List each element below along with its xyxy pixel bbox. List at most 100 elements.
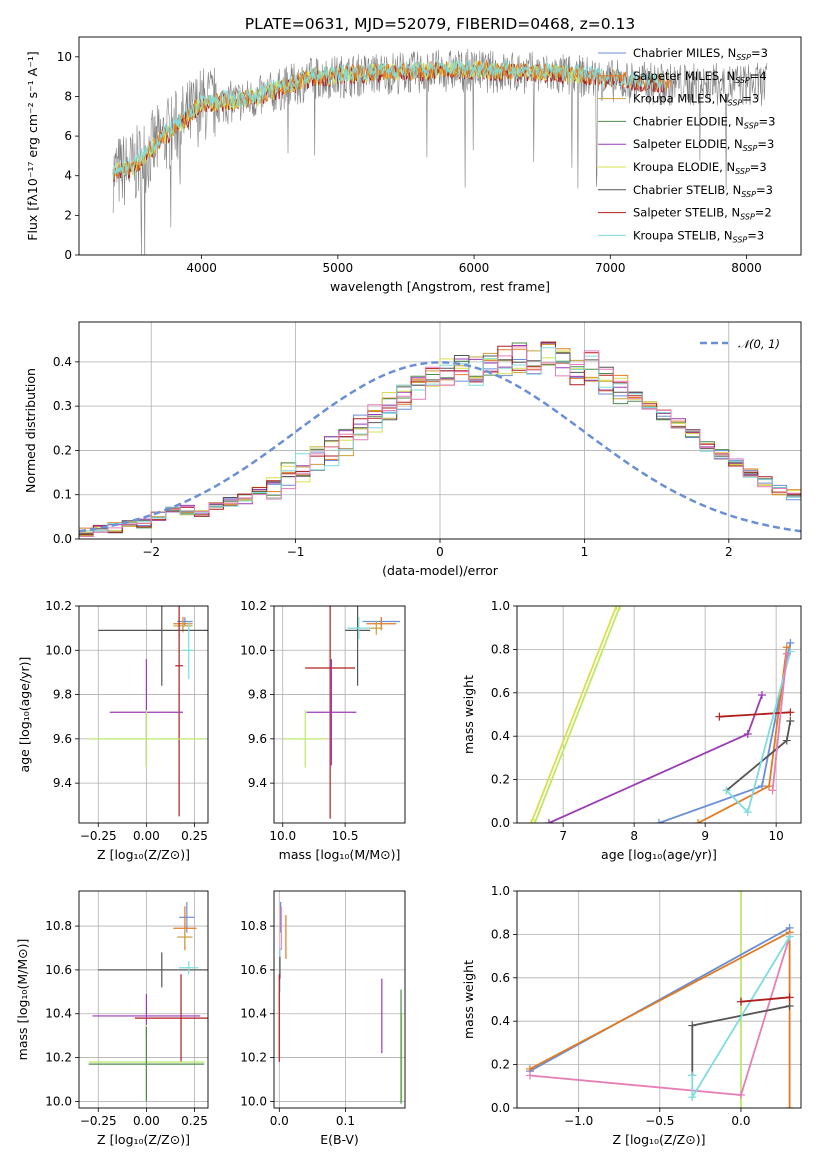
legend-rest: =3 [756,183,773,197]
x-tick-label: 4000 [186,261,217,275]
y-tick-label: 2 [64,208,72,222]
axes-frame [516,605,802,824]
weight-point [694,819,703,823]
axes-frame [78,605,209,824]
frames-layer [75,36,802,1112]
y-tick-label: 8 [64,89,72,103]
weight-point [612,606,621,610]
legend-sub: SSP [741,190,756,199]
weight-point [736,1090,745,1099]
y-tick-label: 10.6 [240,963,267,977]
weight-point [736,891,745,895]
weight-line-salpeter_stelib [719,711,791,718]
weight-point [786,708,795,717]
legend-rest: =3 [751,46,768,60]
legend-entry: Chabrier MILES, NSSP=3 [633,46,768,62]
weight-line-chabrier_miles [529,927,791,1072]
x-tick-label: 5000 [323,261,354,275]
legend-sub: SSP [728,99,743,108]
legend-rest: =2 [755,206,772,220]
weight-line-salpeter_miles [697,647,788,823]
x-tick-label: 7 [559,829,567,843]
weight-line-lime [533,606,621,823]
y-tick-label: 0.6 [491,686,510,700]
weight-point [786,638,795,647]
weight-point [736,997,745,1006]
y-tick-label: 9.6 [53,732,72,746]
weight-point [525,1071,534,1080]
legend-sub: SSP [736,53,751,62]
weight-point [544,819,553,823]
x-tick-label: 0 [436,545,444,559]
weight-point [530,819,539,823]
x-axis-label: age [log₁₀(age/yr)] [601,847,717,862]
axes-frame [78,321,802,540]
errorbars-age_vs_Z [88,606,208,817]
weight-point [688,1071,697,1080]
y-tick-label: 0.2 [491,773,510,787]
weight-point [743,730,752,739]
x-axis-label: wavelength [Angstrom, rest frame] [330,279,550,294]
y-tick-label: 10.0 [45,1094,72,1108]
weight-point [785,932,794,941]
weight-point [688,1093,697,1102]
y-axis-label: mass [log₁₀(M/M⊙)] [15,939,30,1061]
weight-point [715,712,724,721]
weight-line-chabrier_miles [658,642,792,823]
x-tick-label: 10 [769,829,784,843]
weight-line-chabrier_stelib [725,720,792,792]
weight-point [785,1104,794,1108]
y-tick-label: 10.2 [45,1051,72,1065]
lines-weight_vs_Z [525,891,794,1108]
weight-point [655,819,663,823]
x-tick-label: −2 [142,545,160,559]
weight-point [786,717,795,726]
y-tick-label: 9.8 [53,688,72,702]
x-tick-label: 0.00 [133,1114,160,1128]
y-tick-label: 0.4 [53,355,72,369]
y-tick-label: 0 [64,248,72,262]
legend-entry: 𝒩(0, 1) [738,337,780,351]
legend-rest: =3 [759,114,776,128]
x-tick-label: 0.00 [133,829,160,843]
y-tick-label: 0.6 [491,971,510,985]
axes-frame [273,605,406,824]
x-axis-label: Z [log₁₀(Z/Z⊙)] [613,1132,706,1147]
y-tick-label: 0.0 [491,816,510,830]
x-tick-label: −1.0 [564,1114,593,1128]
y-tick-label: 10.0 [240,1094,267,1108]
histogram-step-pink [79,346,801,537]
y-axis-label: mass weight [461,960,476,1039]
y-tick-label: 10.4 [45,1007,72,1021]
weight-point [782,649,791,658]
model-spectrum-kroupa_stelib [112,58,666,179]
legend-rest: =3 [750,160,767,174]
histograms [79,341,801,537]
lines-weight_vs_age [527,606,795,823]
weight-point [615,606,624,610]
y-tick-label: 10.8 [45,919,72,933]
weight-point [757,690,766,699]
legend-entry: Kroupa STELIB, NSSP=3 [633,228,764,244]
weight-point [688,1021,697,1030]
legend-entry: Salpeter MILES, NSSP=4 [633,69,767,85]
legend-sub: SSP [744,121,759,130]
y-tick-label: 0.0 [491,1101,510,1115]
x-tick-label: 2 [725,545,733,559]
legend-rest: =3 [742,92,759,106]
x-tick-label: 7000 [595,261,626,275]
weight-point [722,786,731,795]
y-tick-label: 0.2 [491,1058,510,1072]
x-tick-label: 0.1 [336,1114,355,1128]
x-tick-label: −0.25 [80,829,117,843]
weight-point [785,1002,794,1011]
y-tick-label: 10 [57,50,72,64]
errorbars-age_vs_mass [283,606,401,819]
y-tick-label: 0.2 [53,443,72,457]
y-tick-label: 10.8 [240,919,267,933]
x-tick-label: 8000 [731,261,762,275]
y-tick-label: 9.8 [248,688,267,702]
weight-line-salpeter_elodie [548,694,763,823]
